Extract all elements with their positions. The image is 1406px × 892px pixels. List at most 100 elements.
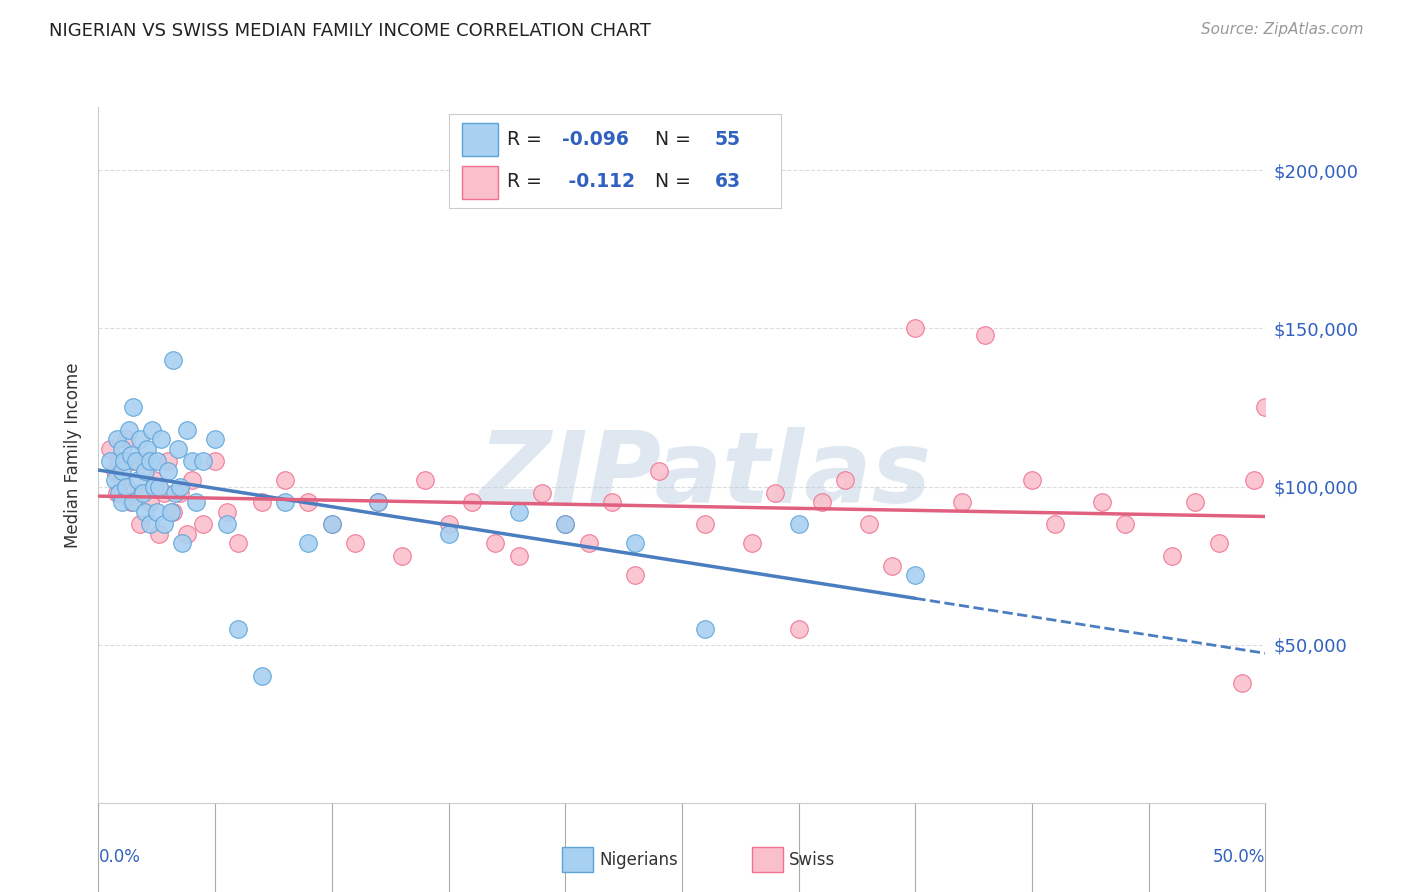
Point [146, 505, 169, 519]
FancyBboxPatch shape [461, 123, 498, 156]
Point [122, 495, 145, 509]
Point [1184, 495, 1206, 509]
Point [150, 432, 173, 446]
Point [120, 448, 142, 462]
Point [228, 536, 250, 550]
Point [297, 495, 319, 509]
Point [204, 432, 226, 446]
Point [297, 536, 319, 550]
Point [148, 479, 170, 493]
Point [391, 549, 413, 563]
Point [122, 401, 145, 415]
Point [105, 432, 128, 446]
Point [1114, 517, 1136, 532]
Point [904, 568, 927, 582]
Point [974, 327, 997, 342]
Point [139, 454, 162, 468]
Point [461, 495, 484, 509]
Point [136, 442, 159, 456]
Point [695, 622, 717, 636]
Point [146, 454, 169, 468]
Text: 50.0%: 50.0% [1213, 848, 1265, 866]
Point [169, 486, 191, 500]
Point [186, 495, 208, 509]
Point [157, 454, 180, 468]
Point [176, 527, 198, 541]
Point [108, 454, 131, 468]
Point [250, 669, 273, 683]
Point [104, 464, 127, 478]
Text: 55: 55 [714, 130, 741, 149]
Point [118, 423, 141, 437]
Point [321, 517, 343, 532]
Point [1254, 401, 1277, 415]
Point [1230, 675, 1253, 690]
Point [1045, 517, 1067, 532]
Point [132, 486, 155, 500]
Point [166, 442, 188, 456]
Point [152, 486, 174, 500]
Point [647, 464, 669, 478]
Point [1161, 549, 1184, 563]
Point [834, 473, 856, 487]
Text: Swiss: Swiss [789, 851, 835, 869]
Point [624, 536, 647, 550]
Point [125, 454, 148, 468]
Point [367, 495, 389, 509]
Point [127, 473, 149, 487]
Point [193, 517, 215, 532]
Point [98, 442, 121, 456]
FancyBboxPatch shape [461, 166, 498, 199]
Text: 63: 63 [714, 172, 741, 191]
Point [180, 473, 202, 487]
Point [413, 473, 436, 487]
Point [344, 536, 367, 550]
Point [122, 454, 145, 468]
Point [159, 505, 181, 519]
Point [437, 527, 460, 541]
Point [787, 622, 810, 636]
Text: R =: R = [506, 172, 547, 191]
Point [169, 479, 191, 493]
Point [950, 495, 973, 509]
Point [1208, 536, 1230, 550]
Point [274, 495, 297, 509]
Point [1021, 473, 1043, 487]
Point [176, 423, 198, 437]
Point [904, 321, 927, 335]
Point [127, 486, 149, 500]
Point [180, 454, 202, 468]
Point [112, 454, 135, 468]
Point [129, 432, 152, 446]
Point [858, 517, 880, 532]
Point [554, 517, 576, 532]
Point [578, 536, 600, 550]
Point [367, 495, 389, 509]
Point [484, 536, 506, 550]
Point [321, 517, 343, 532]
Point [228, 622, 250, 636]
Point [111, 464, 134, 478]
Point [108, 486, 131, 500]
Point [162, 505, 184, 519]
Point [162, 353, 184, 368]
Point [115, 432, 138, 446]
Point [139, 517, 162, 532]
Text: Source: ZipAtlas.com: Source: ZipAtlas.com [1201, 22, 1364, 37]
Point [115, 479, 138, 493]
Text: Nigerians: Nigerians [599, 851, 678, 869]
Point [811, 495, 834, 509]
Point [141, 423, 163, 437]
Point [508, 549, 530, 563]
Point [134, 505, 156, 519]
Point [111, 495, 134, 509]
Point [148, 527, 170, 541]
Point [143, 473, 166, 487]
Point [437, 517, 460, 532]
Point [157, 464, 180, 478]
Point [600, 495, 623, 509]
Point [508, 505, 530, 519]
Point [105, 486, 128, 500]
Text: NIGERIAN VS SWISS MEDIAN FAMILY INCOME CORRELATION CHART: NIGERIAN VS SWISS MEDIAN FAMILY INCOME C… [49, 22, 651, 40]
Point [274, 473, 297, 487]
